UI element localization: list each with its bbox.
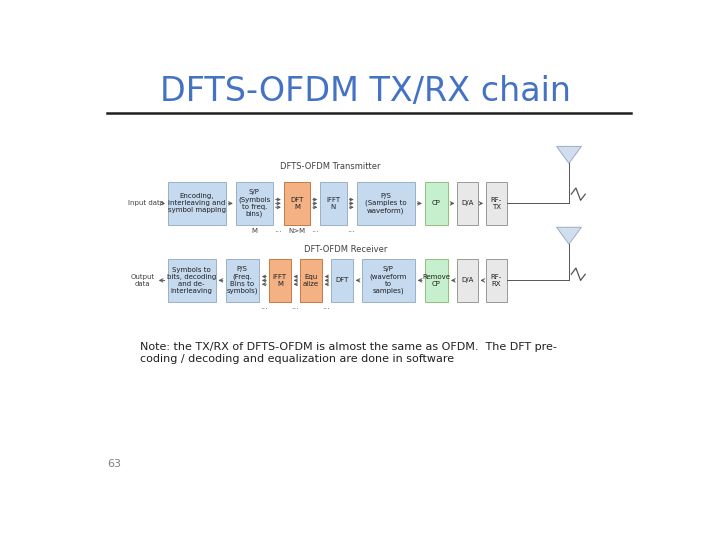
- Text: 63: 63: [107, 458, 121, 469]
- Text: Equ
alize: Equ alize: [303, 274, 319, 287]
- Text: M: M: [251, 228, 257, 234]
- Text: ...: ...: [274, 225, 282, 234]
- Text: ...: ...: [260, 302, 268, 312]
- FancyBboxPatch shape: [320, 182, 346, 225]
- Text: Symbols to
bits, decoding
and de-
interleaving: Symbols to bits, decoding and de- interl…: [167, 267, 216, 294]
- Text: Note: the TX/RX of DFTS-OFDM is almost the same as OFDM.  The DFT pre-: Note: the TX/RX of DFTS-OFDM is almost t…: [140, 342, 557, 353]
- Text: Output
data: Output data: [130, 274, 155, 287]
- FancyBboxPatch shape: [269, 259, 291, 301]
- Text: N>M: N>M: [289, 228, 305, 234]
- FancyBboxPatch shape: [235, 182, 273, 225]
- Text: DFT
M: DFT M: [290, 197, 304, 210]
- Text: ...: ...: [323, 302, 330, 312]
- FancyBboxPatch shape: [362, 259, 415, 301]
- FancyBboxPatch shape: [425, 182, 448, 225]
- Text: CP: CP: [432, 200, 441, 206]
- FancyBboxPatch shape: [168, 259, 215, 301]
- FancyBboxPatch shape: [284, 182, 310, 225]
- Text: IFFT
M: IFFT M: [273, 274, 287, 287]
- Text: S/P
(Symbols
to freq.
bins): S/P (Symbols to freq. bins): [238, 190, 271, 218]
- Text: Remove
CP: Remove CP: [423, 274, 451, 287]
- Text: D/A: D/A: [462, 200, 474, 206]
- FancyBboxPatch shape: [331, 259, 353, 301]
- FancyBboxPatch shape: [168, 182, 225, 225]
- FancyBboxPatch shape: [425, 259, 448, 301]
- Text: Encoding,
interleaving and
symbol mapping: Encoding, interleaving and symbol mappin…: [168, 193, 225, 213]
- Polygon shape: [557, 146, 581, 164]
- Text: coding / decoding and equalization are done in software: coding / decoding and equalization are d…: [140, 354, 454, 364]
- Text: RF-
TX: RF- TX: [491, 197, 502, 210]
- Polygon shape: [557, 227, 581, 244]
- FancyBboxPatch shape: [300, 259, 322, 301]
- FancyBboxPatch shape: [486, 259, 507, 301]
- Text: ...: ...: [292, 302, 300, 312]
- FancyBboxPatch shape: [225, 259, 259, 301]
- Text: DFTS-OFDM Transmitter: DFTS-OFDM Transmitter: [280, 163, 380, 171]
- Text: S/P
(waveform
to
samples): S/P (waveform to samples): [369, 266, 407, 294]
- Text: DFT: DFT: [336, 278, 348, 284]
- Text: Input data: Input data: [128, 200, 164, 206]
- Text: P/S
(Samples to
waveform): P/S (Samples to waveform): [365, 193, 407, 214]
- FancyBboxPatch shape: [356, 182, 415, 225]
- Text: ...: ...: [311, 225, 319, 234]
- Text: DFT-OFDM Receiver: DFT-OFDM Receiver: [304, 246, 387, 254]
- Text: DFTS-OFDM TX/RX chain: DFTS-OFDM TX/RX chain: [160, 75, 571, 108]
- FancyBboxPatch shape: [457, 259, 477, 301]
- FancyBboxPatch shape: [457, 182, 477, 225]
- FancyBboxPatch shape: [486, 182, 507, 225]
- Text: IFFT
N: IFFT N: [326, 197, 341, 210]
- Text: ...: ...: [348, 225, 356, 234]
- Text: RF-
RX: RF- RX: [491, 274, 502, 287]
- Text: D/A: D/A: [462, 278, 474, 284]
- Text: P/S
(Freq.
Bins to
symbols): P/S (Freq. Bins to symbols): [227, 266, 258, 294]
